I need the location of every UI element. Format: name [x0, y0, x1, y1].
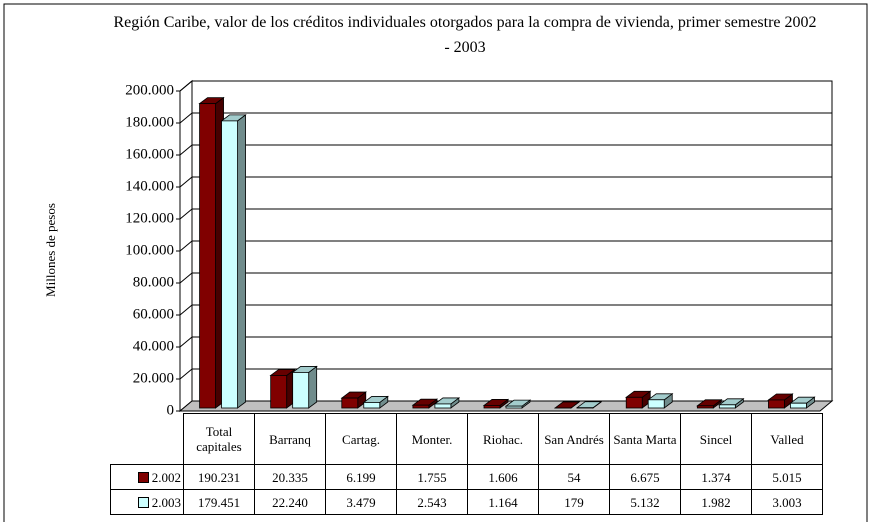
data-label: 2.543	[396, 489, 468, 515]
grid-line	[179, 176, 832, 188]
bar	[505, 405, 523, 409]
legend-label: 2.002	[151, 469, 181, 485]
bar	[625, 396, 643, 409]
y-tick-label: 80.000	[133, 274, 174, 290]
category-label: Sincel	[680, 413, 752, 465]
y-tick-label: 200.000	[125, 82, 174, 98]
bar	[434, 403, 452, 409]
data-table: Total capitales Barranq Cartag. Monter. Rioh…	[110, 413, 823, 515]
legend-entry: 2.002	[110, 464, 184, 490]
grid-line	[179, 368, 832, 380]
category-label: Valled	[751, 413, 823, 465]
y-tick-label: 160.000	[125, 146, 174, 162]
data-label: 5.015	[751, 464, 823, 490]
category-label: Total capitales	[183, 413, 255, 465]
bar	[718, 404, 736, 409]
data-label: 22.240	[254, 489, 326, 515]
grid-line	[179, 272, 832, 284]
y-tick-label: 40.000	[133, 338, 174, 354]
category-label: Santa Marta	[609, 413, 681, 465]
data-label: 1.374	[680, 464, 752, 490]
data-label: 1.606	[467, 464, 539, 490]
bar	[696, 405, 714, 409]
legend-swatch	[137, 471, 149, 483]
data-label: 1.982	[680, 489, 752, 515]
legend-label: 2.003	[151, 494, 181, 510]
data-label: 1.164	[467, 489, 539, 515]
data-label: 54	[538, 464, 610, 490]
y-axis-label: Millones de pesos	[43, 203, 58, 297]
category-label: San Andrés	[538, 413, 610, 465]
data-label: 3.479	[325, 489, 397, 515]
bar	[412, 404, 430, 409]
y-tick-label: 120.000	[125, 210, 174, 226]
title-box: Región Caribe, valor de los créditos ind…	[113, 14, 817, 56]
y-tick-label: 180.000	[125, 114, 174, 130]
y-tick-label: 140.000	[125, 178, 174, 194]
data-label: 5.132	[609, 489, 681, 515]
grid-line	[179, 208, 832, 220]
table-row: 2.003 179.451 22.240 3.479 2.543 1.164 179 5.13…	[110, 489, 823, 515]
data-label: 179.451	[183, 489, 255, 515]
grid-line	[179, 304, 832, 316]
bar	[790, 402, 807, 409]
bar	[221, 120, 238, 409]
frame	[3, 3, 868, 522]
bar	[647, 399, 665, 409]
data-label: 179	[538, 489, 610, 515]
data-label: 6.675	[609, 464, 681, 490]
y-tick-label: 0	[167, 402, 175, 418]
data-label: 6.199	[325, 464, 397, 490]
bar	[363, 402, 381, 409]
table-corner	[111, 414, 184, 465]
bar-side	[308, 365, 318, 409]
data-label: 20.335	[254, 464, 326, 490]
y-tick-label: 60.000	[133, 306, 174, 322]
grid-line	[179, 144, 832, 156]
bar	[270, 375, 288, 409]
data-label: 1.755	[396, 464, 468, 490]
grid-line	[179, 336, 832, 348]
bar	[483, 405, 501, 409]
category-label: Riohac.	[467, 413, 539, 465]
y-tick-label: 20.000	[133, 370, 174, 386]
legend-entry: 2.003	[110, 489, 184, 515]
category-label: Monter.	[396, 413, 468, 465]
bar	[341, 397, 359, 409]
table-header-row: Total capitales Barranq Cartag. Monter. Rioh…	[111, 413, 823, 465]
data-label: 190.231	[183, 464, 255, 490]
legend-swatch	[137, 496, 149, 508]
bar	[768, 399, 785, 409]
bar	[292, 372, 310, 409]
chart-title: Región Caribe, valor de los créditos ind…	[113, 14, 817, 56]
bar-side	[237, 114, 246, 409]
data-label: 3.003	[751, 489, 823, 515]
grid-line	[179, 240, 832, 252]
grid-line	[179, 80, 832, 92]
category-label: Barranq	[254, 413, 326, 465]
bar	[199, 103, 216, 409]
category-label: Cartag.	[325, 413, 397, 465]
y-tick-label: 100.000	[125, 242, 174, 258]
grid-line	[179, 112, 832, 124]
table-row: 2.002 190.231 20.335 6.199 1.755 1.606 54 6.675…	[110, 464, 823, 490]
